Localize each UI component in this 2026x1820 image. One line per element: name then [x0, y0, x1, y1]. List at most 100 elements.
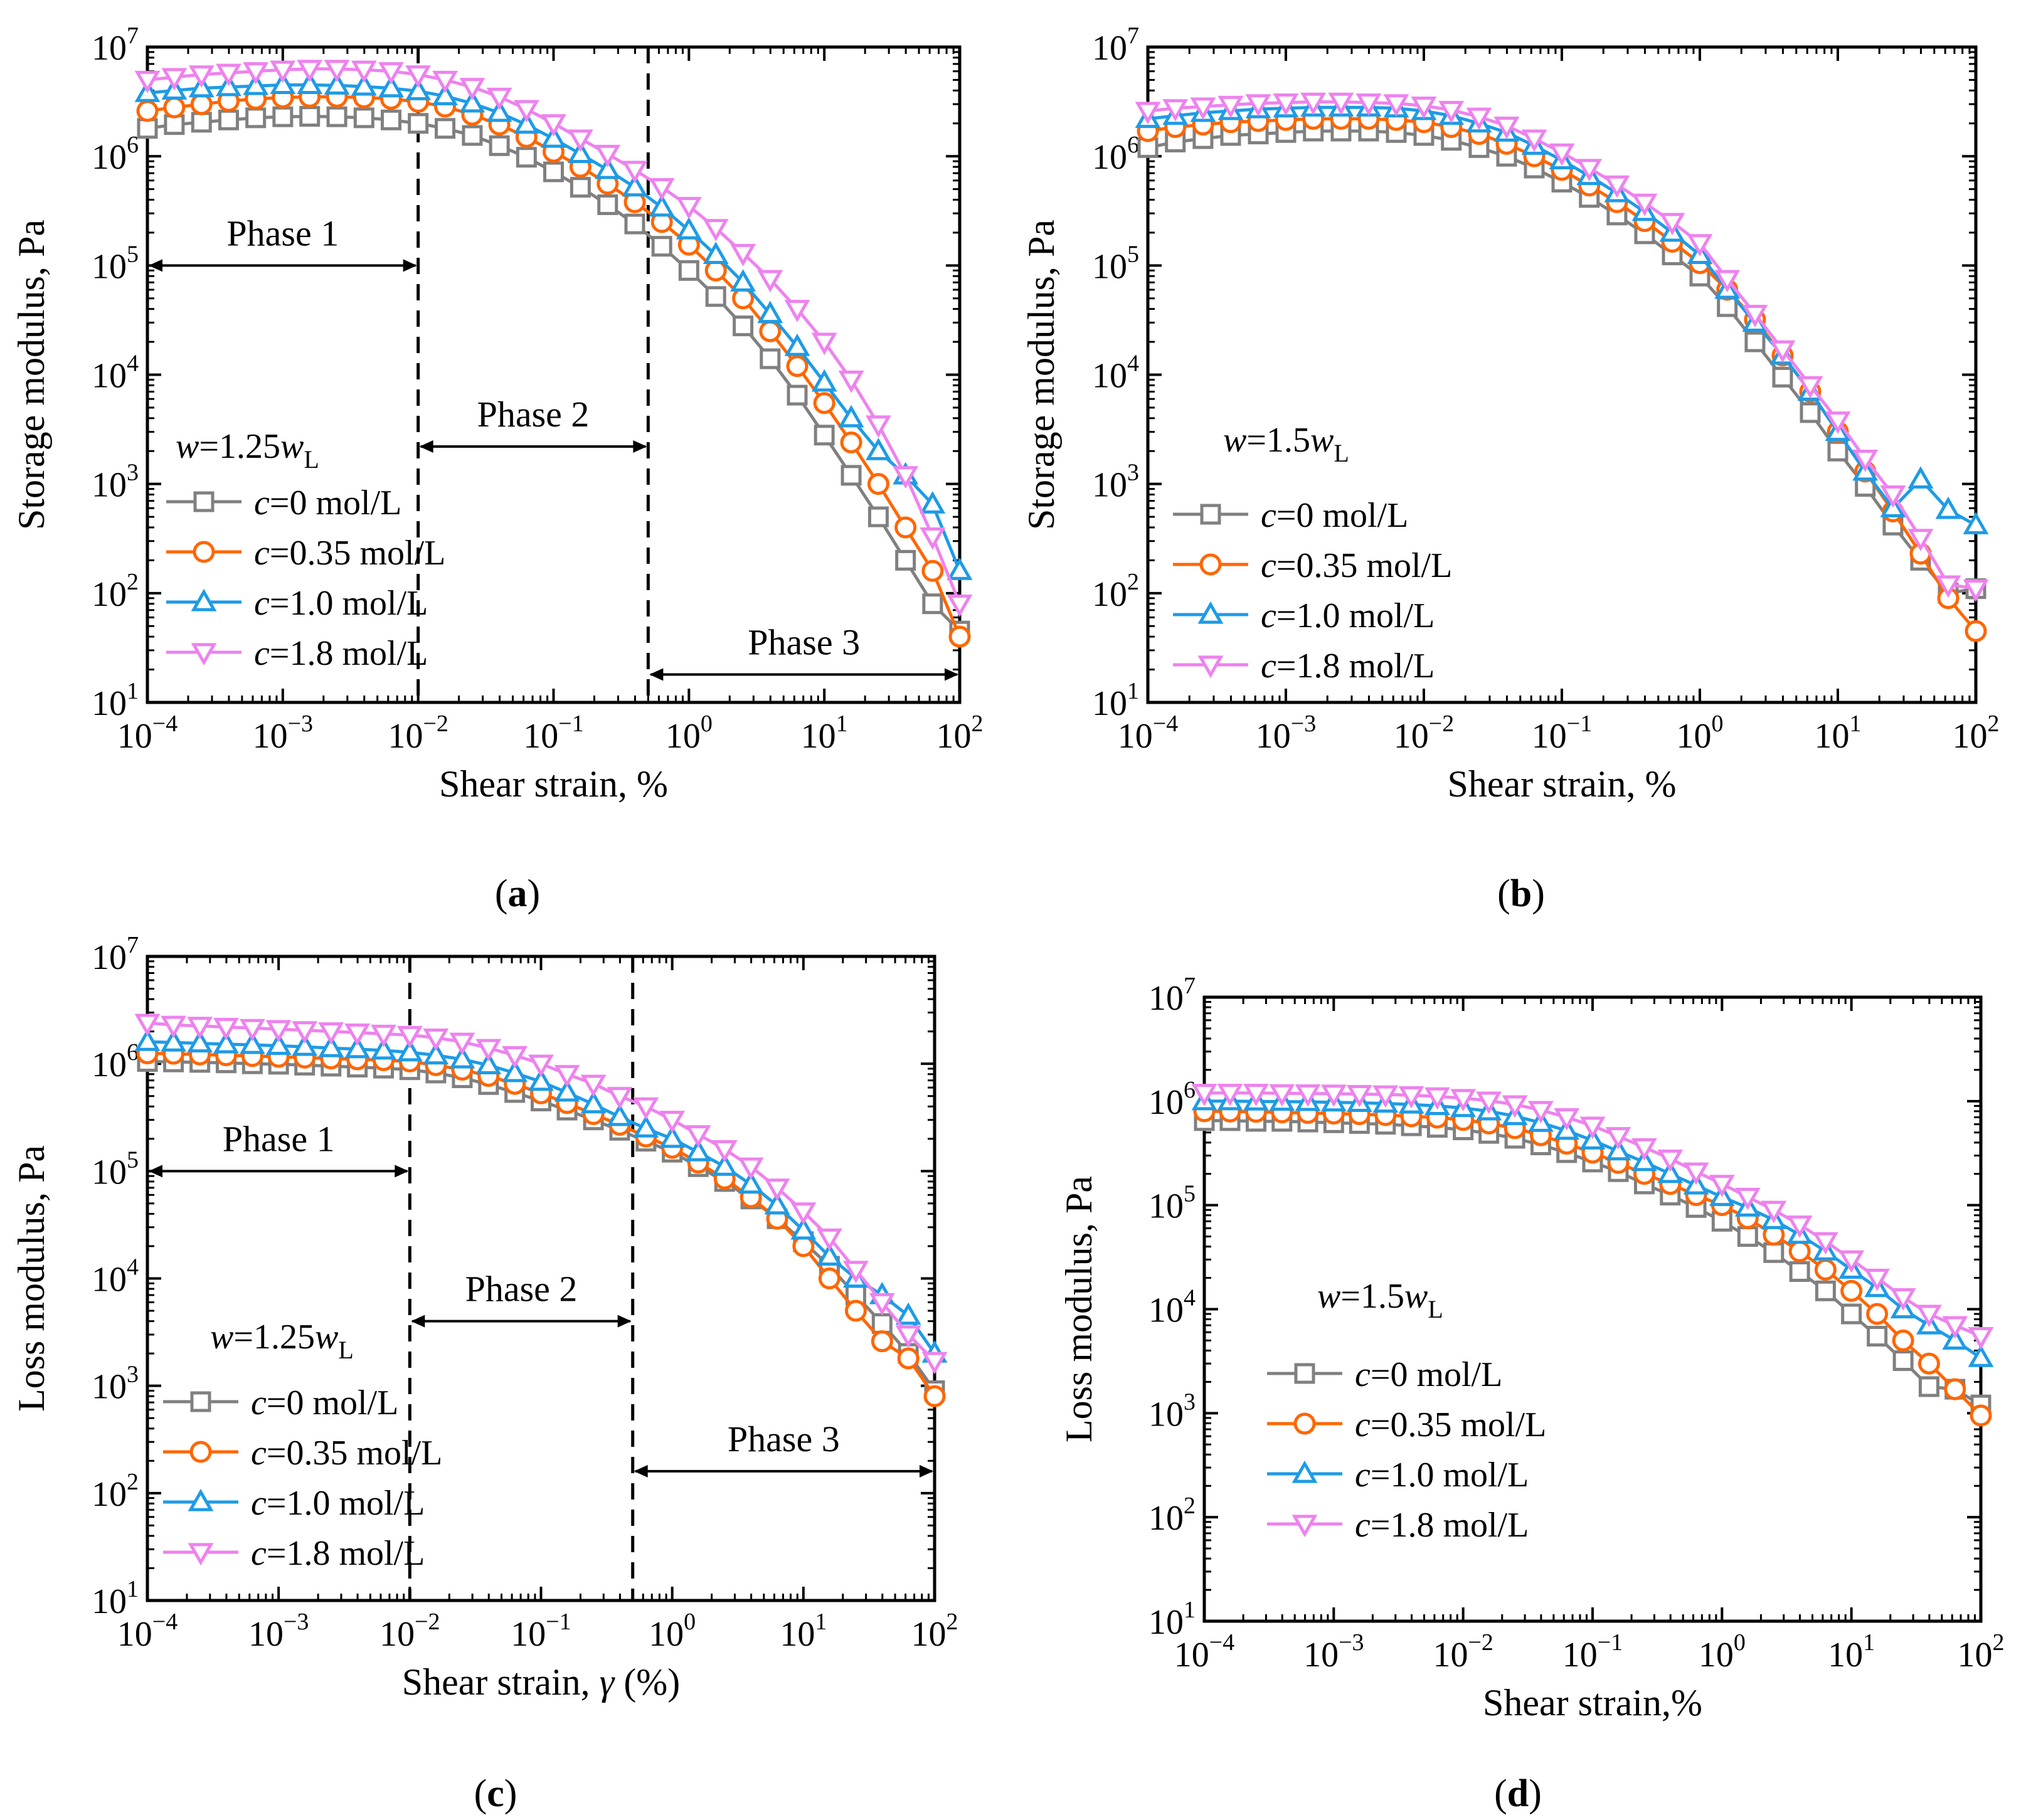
- series-triangle-up: [134, 1029, 948, 1363]
- x-tick-label: 10−2: [1394, 711, 1454, 756]
- x-tick-label: 10−2: [379, 1609, 440, 1654]
- phase-arrow-left-head: [649, 668, 664, 681]
- data-point: [676, 217, 702, 240]
- data-point: [1942, 1316, 1968, 1339]
- data-point: [1328, 92, 1354, 115]
- data-point: [1300, 92, 1327, 115]
- x-tick-label: 100: [649, 1609, 696, 1654]
- legend-item: c=0.35 mol/L: [1267, 1405, 1546, 1444]
- x-tick-label: 101: [780, 1609, 827, 1654]
- legend-marker: [1291, 1515, 1318, 1538]
- legend-label: c=0 mol/L: [254, 484, 401, 522]
- legend-item: c=0.35 mol/L: [163, 1434, 442, 1473]
- data-point: [161, 68, 188, 91]
- data-point: [1812, 1232, 1838, 1255]
- data-point: [730, 243, 756, 267]
- y-tick-label: 105: [92, 241, 139, 286]
- condition-annotation: w=1.5wL: [1223, 421, 1349, 467]
- data-point: [733, 315, 754, 337]
- data-point: [239, 1018, 265, 1042]
- legend-item: c=1.8 mol/L: [166, 634, 428, 673]
- legend-item: c=0 mol/L: [1173, 496, 1408, 535]
- data-point: [265, 1032, 292, 1055]
- data-point: [213, 1030, 239, 1054]
- condition-annotation: w=1.5wL: [1317, 1277, 1443, 1323]
- data-point: [292, 1021, 318, 1044]
- data-point: [730, 269, 756, 292]
- data-point: [597, 194, 618, 215]
- y-axis-title: Storage modulus, Pa: [11, 220, 52, 530]
- data-point: [1466, 107, 1492, 130]
- phase-label: Phase 2: [477, 394, 590, 435]
- data-point: [866, 415, 891, 438]
- data-point: [1605, 1127, 1631, 1150]
- legend-item: c=1.8 mol/L: [163, 1534, 425, 1573]
- data-point: [1935, 575, 1961, 598]
- data-point: [921, 559, 944, 582]
- legend-marker: [1200, 504, 1221, 525]
- data-point: [1763, 1242, 1785, 1263]
- phase-arrow-left-head: [149, 1165, 162, 1178]
- y-tick-label: 105: [92, 1146, 139, 1192]
- data-point: [1890, 1288, 1916, 1311]
- legend-label: c=0.35 mol/L: [1261, 546, 1452, 585]
- data-point: [633, 1115, 659, 1138]
- phase-arrow-right-head: [395, 1165, 409, 1178]
- legend-label: c=0.35 mol/L: [254, 534, 445, 573]
- data-point: [1521, 129, 1547, 152]
- data-point: [920, 491, 946, 514]
- data-point: [649, 194, 675, 217]
- data-point: [1245, 94, 1271, 117]
- data-point: [324, 72, 350, 95]
- condition-annotation: w=1.25wL: [210, 1318, 354, 1364]
- data-point: [351, 73, 377, 96]
- chart-panel-d: 10−4 10−3 10−2 10−1 100 101 102 101 102 103 104 105…: [1058, 973, 2005, 1815]
- x-tick-label: 101: [1828, 1629, 1875, 1675]
- data-point: [459, 90, 485, 113]
- data-point: [948, 625, 971, 648]
- series-triangle-down: [134, 60, 973, 617]
- data-point: [134, 1029, 161, 1051]
- phase-label: Phase 1: [226, 213, 339, 253]
- legend-label: c=1.8 mol/L: [251, 1534, 425, 1573]
- data-point: [759, 320, 782, 342]
- data-point: [1800, 402, 1821, 423]
- data-point: [1797, 376, 1823, 399]
- data-point: [757, 270, 783, 293]
- y-tick-label: 101: [1148, 1597, 1196, 1642]
- data-point: [1604, 175, 1630, 198]
- data-point: [543, 161, 564, 183]
- data-point: [811, 332, 837, 356]
- data-point: [1355, 93, 1382, 116]
- x-tick-label: 10−1: [511, 1609, 571, 1654]
- data-point: [396, 1025, 423, 1049]
- data-point: [893, 466, 919, 489]
- data-point: [292, 1033, 318, 1056]
- y-tick-label: 107: [1148, 973, 1196, 1018]
- data-point: [871, 1330, 893, 1353]
- data-point: [1968, 1345, 1994, 1367]
- data-point: [1892, 1329, 1914, 1352]
- data-point: [895, 1302, 921, 1325]
- data-point: [449, 1045, 475, 1069]
- data-point: [1866, 1303, 1889, 1325]
- legend-marker: [1197, 655, 1224, 679]
- x-tick-label: 101: [801, 711, 848, 756]
- x-tick-label: 10−3: [1256, 711, 1316, 756]
- data-point: [676, 196, 702, 220]
- phase-arrow-left-head: [419, 440, 433, 453]
- chart-panel-b: 10−4 10−3 10−2 10−1 100 101 102 101 102 103 104 105…: [1021, 23, 2000, 915]
- data-point: [1769, 340, 1796, 363]
- data-point: [922, 593, 943, 615]
- data-point: [191, 112, 212, 133]
- legend-item: c=0 mol/L: [1267, 1355, 1502, 1394]
- data-point: [764, 1178, 790, 1201]
- data-point: [838, 370, 864, 393]
- legend-label: c=0 mol/L: [1355, 1355, 1502, 1394]
- data-point: [1438, 100, 1465, 124]
- legend-item: c=1.0 mol/L: [1267, 1456, 1529, 1495]
- x-tick-label: 10−1: [1562, 1629, 1623, 1675]
- y-tick-label: 107: [92, 932, 139, 977]
- legend-item: c=1.0 mol/L: [1173, 596, 1435, 635]
- chart-panel-c: 10−4 10−3 10−2 10−1 100 101 102 101 102 103 104 105…: [11, 932, 958, 1815]
